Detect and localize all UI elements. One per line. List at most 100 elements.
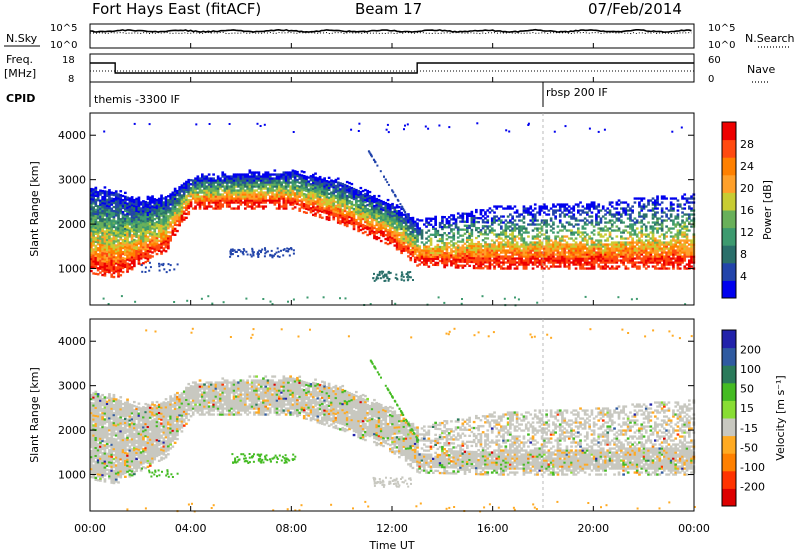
power-cell bbox=[509, 229, 512, 232]
power-cell bbox=[139, 253, 143, 256]
power-cell bbox=[642, 247, 646, 250]
power-cell bbox=[579, 247, 582, 250]
power-cell bbox=[601, 215, 605, 218]
power-cell bbox=[162, 205, 166, 208]
power-cell bbox=[194, 181, 197, 184]
power-cell bbox=[94, 198, 98, 201]
power-cell bbox=[529, 213, 533, 216]
power-cell bbox=[644, 257, 648, 260]
power-cell bbox=[373, 216, 376, 220]
power-cell bbox=[450, 250, 453, 253]
power-cell bbox=[114, 260, 118, 263]
power-cell bbox=[522, 249, 526, 252]
power-cell bbox=[105, 220, 109, 223]
power-cell bbox=[484, 255, 487, 258]
power-cell bbox=[90, 235, 93, 239]
power-cell bbox=[386, 238, 390, 242]
power-cell bbox=[108, 247, 111, 250]
power-cell bbox=[357, 195, 360, 199]
power-cell bbox=[613, 229, 616, 232]
power-cell bbox=[597, 243, 601, 246]
power-cell bbox=[518, 259, 521, 262]
power-cell bbox=[90, 213, 93, 217]
power-cell bbox=[527, 263, 530, 266]
power-cell bbox=[497, 235, 501, 238]
power-cell bbox=[404, 219, 408, 222]
power-cell bbox=[253, 203, 256, 206]
power-cell bbox=[126, 208, 129, 211]
power-cell bbox=[207, 197, 211, 200]
power-cell bbox=[633, 217, 637, 220]
power-cell bbox=[216, 197, 220, 200]
power-cell bbox=[357, 205, 360, 209]
power-cell bbox=[364, 188, 367, 192]
power-cell bbox=[137, 200, 141, 203]
power-cell bbox=[309, 211, 313, 214]
power-cell bbox=[137, 262, 141, 265]
power-cell bbox=[538, 231, 542, 234]
power-cell bbox=[588, 251, 591, 254]
power-cell bbox=[144, 220, 148, 224]
power-cell bbox=[142, 254, 145, 257]
power-cell bbox=[379, 203, 383, 207]
power-cell bbox=[103, 256, 107, 259]
power-cell bbox=[373, 224, 376, 228]
power-cell bbox=[524, 211, 528, 214]
power-cell bbox=[327, 186, 331, 189]
power-cell bbox=[355, 190, 358, 194]
power-cell bbox=[558, 207, 562, 210]
power-cell bbox=[484, 213, 487, 216]
power-cell bbox=[164, 218, 168, 221]
power-cell bbox=[601, 249, 605, 252]
power-cell bbox=[133, 208, 136, 212]
power-cell bbox=[531, 223, 535, 226]
power-cell bbox=[500, 205, 503, 208]
power-cell bbox=[547, 213, 551, 216]
power-cell bbox=[126, 226, 129, 229]
power-cell bbox=[117, 251, 120, 254]
power-cell bbox=[495, 207, 499, 210]
power-cell bbox=[500, 231, 503, 234]
power-cell bbox=[382, 216, 385, 220]
power-cell bbox=[325, 218, 329, 221]
power-cell bbox=[248, 181, 252, 184]
power-cell bbox=[540, 247, 544, 250]
power-cell bbox=[201, 191, 204, 194]
power-cell bbox=[90, 211, 93, 215]
power-cell bbox=[162, 221, 166, 224]
power-cell bbox=[620, 221, 623, 224]
power-cell bbox=[518, 233, 521, 236]
power-cell bbox=[556, 243, 560, 246]
power-cell bbox=[339, 198, 342, 201]
power-cell bbox=[595, 213, 598, 216]
power-cell bbox=[300, 194, 304, 197]
power-cell bbox=[167, 227, 170, 230]
power-cell bbox=[493, 257, 496, 260]
power-cell bbox=[391, 236, 394, 240]
power-cell bbox=[529, 241, 533, 244]
power-cell bbox=[386, 222, 390, 226]
freq-label: Freq. bbox=[6, 53, 33, 66]
power-cell bbox=[536, 265, 539, 268]
power-cell bbox=[547, 259, 551, 262]
power-cell bbox=[178, 212, 181, 215]
power-cell bbox=[278, 193, 281, 196]
power-cell bbox=[284, 185, 288, 188]
freq-panel: Freq. [MHz] Nave 18 8 60 0 bbox=[4, 53, 775, 85]
power-cell bbox=[398, 228, 401, 231]
power-cell bbox=[110, 267, 114, 270]
power-cell bbox=[103, 218, 107, 221]
power-cell bbox=[312, 189, 315, 193]
power-cell bbox=[486, 257, 490, 260]
power-cell bbox=[169, 197, 172, 200]
power-cell bbox=[565, 241, 569, 244]
power-cell bbox=[148, 200, 152, 203]
power-cell bbox=[608, 267, 612, 270]
power-cell bbox=[119, 234, 123, 237]
power-cell bbox=[302, 179, 306, 182]
power-cell bbox=[570, 253, 573, 256]
power-cell bbox=[558, 247, 562, 250]
power-cell bbox=[400, 207, 403, 211]
power-cell bbox=[117, 229, 120, 232]
power-cell bbox=[567, 265, 571, 268]
